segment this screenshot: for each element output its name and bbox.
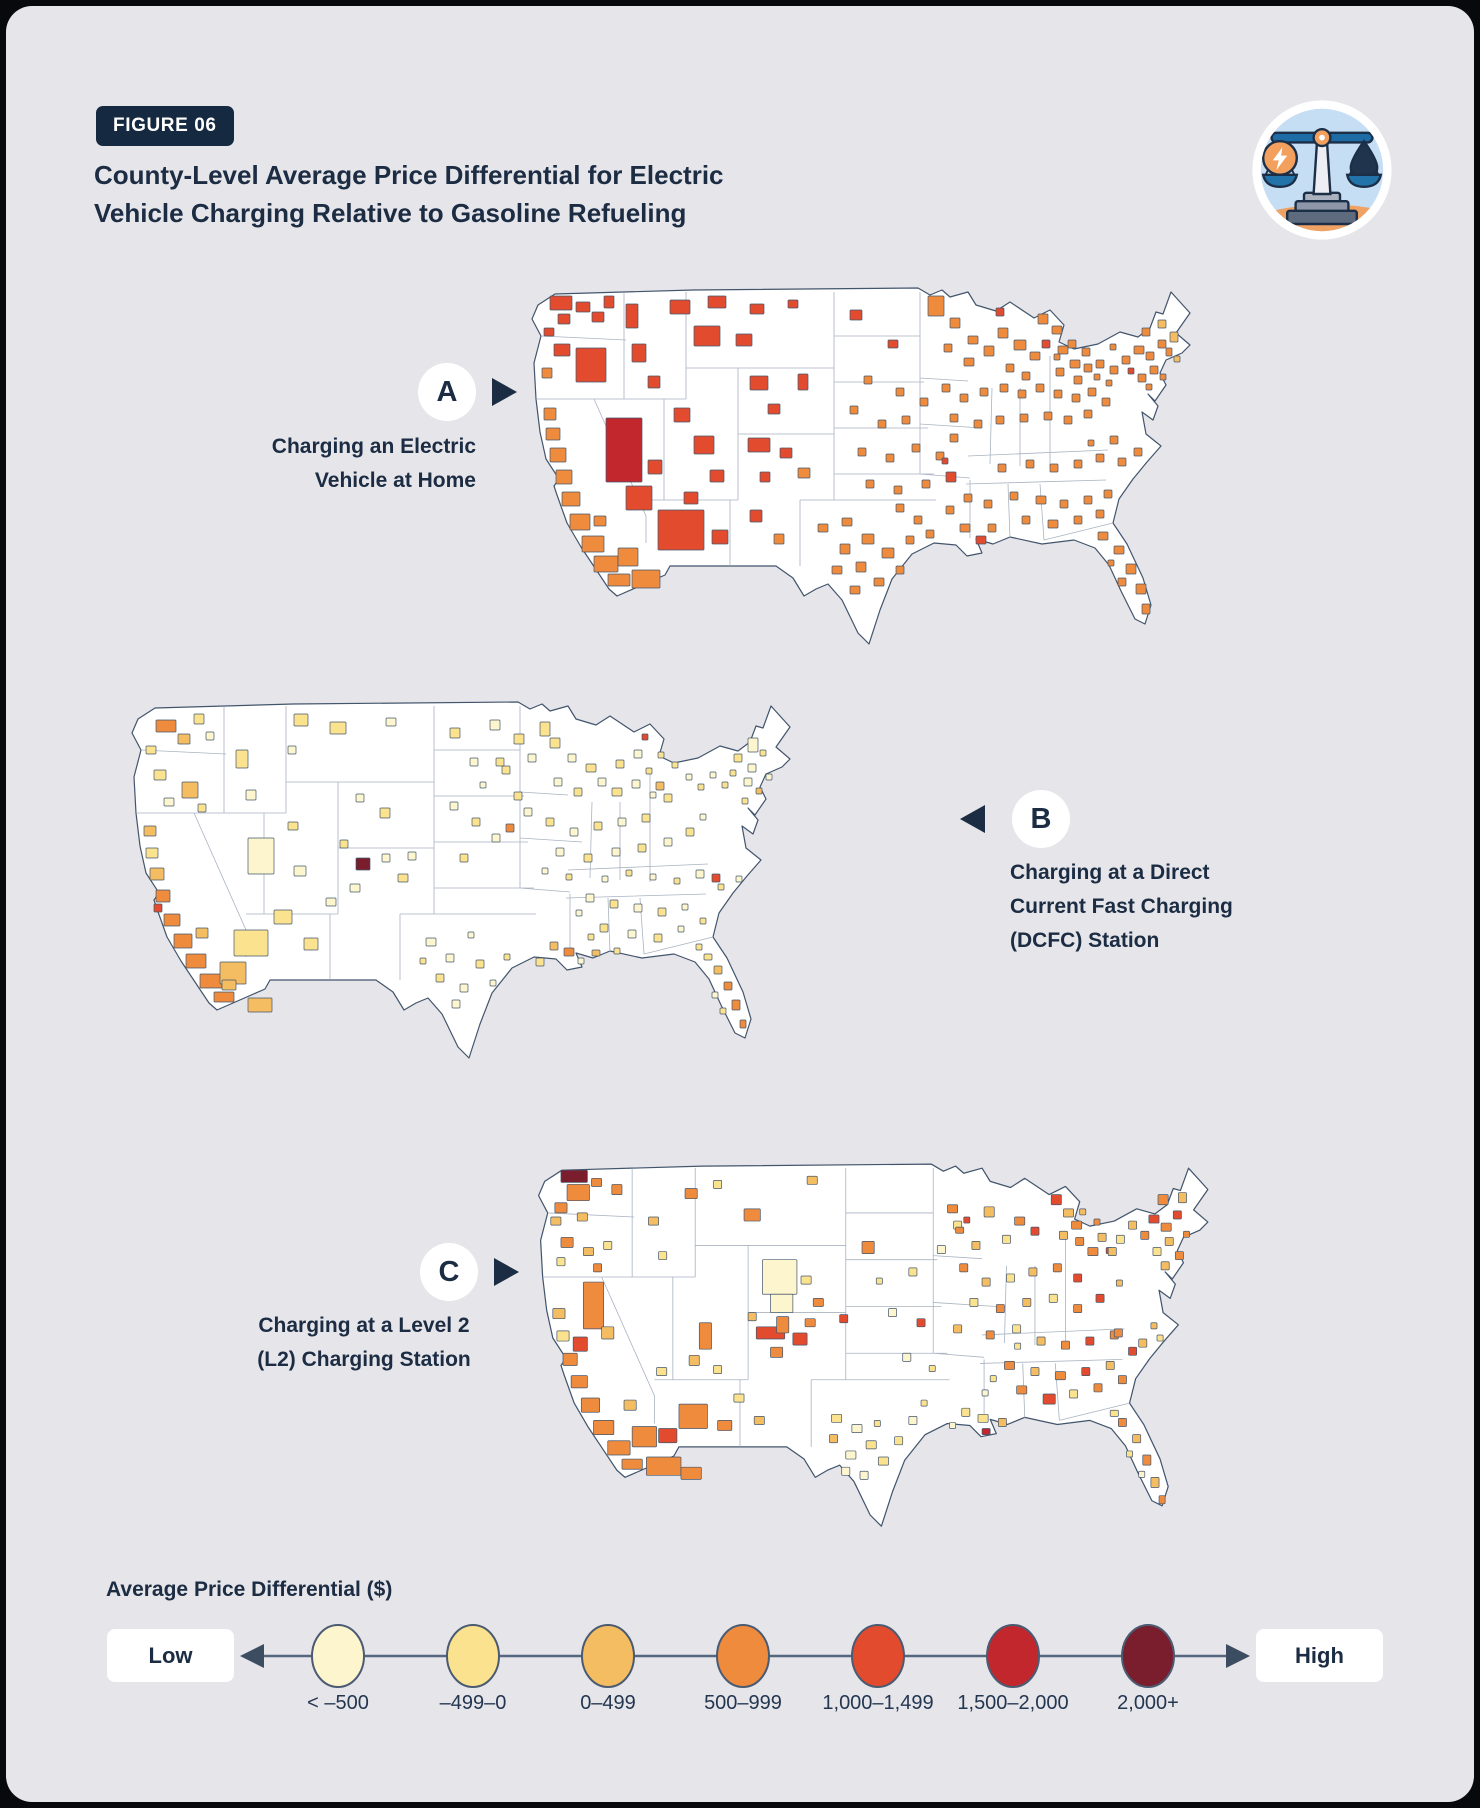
panel-label-b: B — [1012, 790, 1070, 848]
panel-letter-c: C — [438, 1255, 460, 1288]
panel-label-a: A — [418, 363, 476, 421]
map-panel-c-l2-charging — [504, 1122, 1216, 1552]
figure-background: FIGURE 06 County-Level Average Price Dif… — [6, 6, 1474, 1802]
legend-bin-swatch-1 — [311, 1624, 365, 1688]
map-panel-b-dcfc-charging — [98, 660, 798, 1084]
panel-b-caption-line-2: Current Fast Charging — [1010, 895, 1233, 918]
panel-a-caption: Charging an Electric Vehicle at Home — [176, 430, 476, 498]
panel-label-c: C — [420, 1243, 478, 1301]
figure-title-line-2: Vehicle Charging Relative to Gasoline Re… — [94, 198, 687, 228]
panel-a-arrow-right-icon — [492, 378, 517, 406]
legend-bin-label-1: < –500 — [307, 1692, 369, 1714]
legend-bin-label-4: 500–999 — [704, 1692, 782, 1714]
legend-bin-label-7: 2,000+ — [1117, 1692, 1179, 1714]
panel-b-arrow-left-icon — [960, 805, 985, 833]
panel-b-caption-line-1: Charging at a Direct — [1010, 861, 1210, 884]
legend-heading: Average Price Differential ($) — [106, 1578, 393, 1601]
legend-color-scale — [234, 1612, 1256, 1702]
panel-c-arrow-right-icon — [494, 1258, 519, 1286]
electricity-vs-oil-balance-scale-icon — [1250, 98, 1394, 242]
panel-b-caption-line-3: (DCFC) Station — [1010, 929, 1160, 952]
panel-c-caption-line-2: (L2) Charging Station — [257, 1348, 471, 1371]
panel-a-caption-line-2: Vehicle at Home — [314, 469, 476, 492]
legend-bin-label-3: 0–499 — [580, 1692, 636, 1714]
legend-bin-swatch-2 — [446, 1624, 500, 1688]
figure-title: County-Level Average Price Differential … — [94, 156, 854, 232]
legend-bin-label-2: –499–0 — [439, 1692, 507, 1714]
legend-bin-label-6: 1,500–2,000 — [957, 1692, 1069, 1714]
panel-b-caption: Charging at a Direct Current Fast Chargi… — [1010, 856, 1350, 958]
legend-bin-swatch-4 — [716, 1624, 770, 1688]
legend-bin-swatch-6 — [986, 1624, 1040, 1688]
legend-bin-swatch-3 — [581, 1624, 635, 1688]
legend-bin-label-5: 1,000–1,499 — [822, 1692, 934, 1714]
panel-c-caption-line-1: Charging at a Level 2 — [258, 1314, 470, 1337]
panel-letter-b: B — [1030, 802, 1052, 835]
map-panel-a-home-charging — [498, 246, 1198, 670]
figure-title-line-1: County-Level Average Price Differential … — [94, 160, 724, 190]
panel-c-caption: Charging at a Level 2 (L2) Charging Stat… — [204, 1309, 524, 1377]
legend-high-label: High — [1256, 1629, 1383, 1682]
panel-a-caption-line-1: Charging an Electric — [271, 435, 476, 458]
figure-number-badge: FIGURE 06 — [96, 106, 234, 146]
legend-bin-swatch-5 — [851, 1624, 905, 1688]
legend-low-label: Low — [107, 1629, 234, 1682]
panel-letter-a: A — [436, 375, 458, 408]
legend-bin-swatch-7 — [1121, 1624, 1175, 1688]
